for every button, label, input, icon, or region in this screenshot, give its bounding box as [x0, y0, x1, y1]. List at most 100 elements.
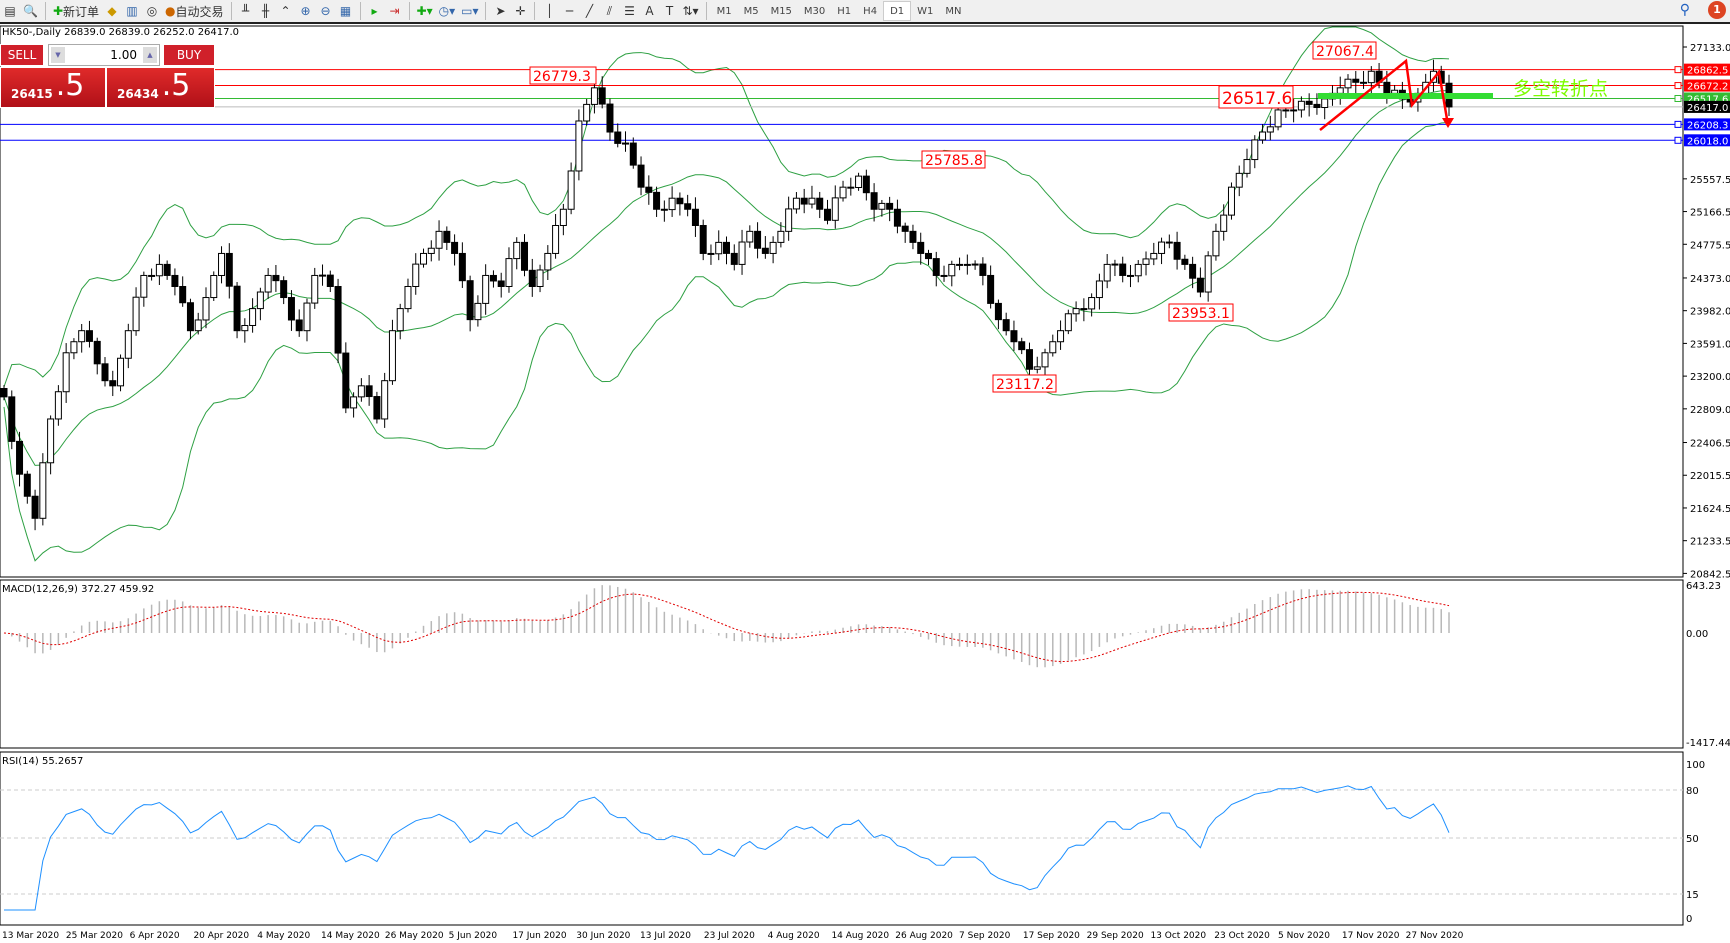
price-label: 25785.8	[925, 153, 983, 169]
candle-body	[1181, 258, 1189, 265]
notification-badge[interactable]: 1	[1708, 1, 1726, 19]
new-chart-icon[interactable]: ▤	[4, 4, 16, 18]
candle-body	[1383, 81, 1391, 94]
bar-chart-icon[interactable]: ╨	[241, 4, 250, 18]
candle-body	[155, 263, 163, 277]
price-axis-label: 22406.5	[1690, 439, 1730, 450]
signals-icon[interactable]: ◎	[146, 4, 158, 18]
text-label-icon[interactable]: T	[665, 4, 674, 18]
price-axis-label: 22015.5	[1690, 471, 1730, 482]
candle-body	[1142, 258, 1150, 265]
new-order-button[interactable]: ✚ 新订单	[50, 1, 102, 21]
candle-body	[319, 274, 327, 277]
candle	[1212, 223, 1220, 261]
candle	[715, 230, 723, 261]
chart-shift-icon[interactable]: ▸	[371, 4, 378, 18]
candle	[1010, 320, 1018, 351]
sell-price-button[interactable]: 26415.5	[0, 67, 106, 108]
timeframe-m1[interactable]: M1	[716, 5, 732, 17]
auto-trading-button[interactable]: ● 自动交易	[162, 1, 227, 21]
profiles-icon[interactable]: 🔍	[23, 4, 38, 18]
timeframe-m15[interactable]: M15	[770, 5, 792, 17]
timeframe-m5[interactable]: M5	[743, 5, 759, 17]
candle	[233, 282, 241, 339]
lot-size-input[interactable]: ▼ 1.00 ▲	[48, 44, 160, 66]
candle	[1057, 320, 1065, 350]
line-chart-icon[interactable]: ⌃	[280, 4, 291, 18]
candle-body	[249, 308, 257, 326]
autoscroll-icon[interactable]: ⇥	[389, 4, 400, 18]
candle-body	[1251, 139, 1259, 161]
candle	[754, 222, 762, 259]
templates-icon[interactable]: ▭▾	[461, 4, 479, 18]
equidistant-channel-icon[interactable]: ⫽	[606, 3, 613, 18]
candle	[761, 236, 769, 259]
date-axis-label: 17 Sep 2020	[1023, 931, 1080, 941]
candle-body	[93, 340, 101, 365]
fibonacci-icon[interactable]: ☰	[624, 4, 635, 18]
divider	[44, 2, 46, 20]
buy-price-button[interactable]: 26434.5	[106, 67, 215, 108]
candle	[62, 343, 70, 403]
candle-body	[1072, 308, 1080, 315]
timeframe-h1[interactable]: H1	[837, 5, 852, 17]
candle	[730, 244, 738, 271]
date-axis-label: 13 Mar 2020	[2, 931, 59, 941]
price-label: 23117.2	[996, 377, 1054, 393]
candle-body	[886, 202, 894, 210]
sell-button[interactable]: SELL	[0, 44, 44, 66]
timeframe-h4[interactable]: H4	[863, 5, 878, 17]
timeframe-w1[interactable]: W1	[917, 5, 934, 17]
lot-increase-icon[interactable]: ▲	[143, 47, 157, 63]
arrows-icon[interactable]: ⇅▾	[682, 4, 699, 18]
candle-body	[870, 192, 878, 210]
candle-body	[668, 197, 676, 211]
candle-body	[264, 274, 272, 293]
candle-body	[132, 296, 140, 332]
text-icon[interactable]: A	[645, 4, 654, 18]
zoom-in-icon[interactable]: ⊕	[300, 4, 311, 18]
candle-body	[754, 230, 762, 249]
buy-button[interactable]: BUY	[163, 44, 215, 66]
candle-body	[994, 302, 1002, 321]
candle-body	[1243, 159, 1251, 174]
candle-body	[272, 274, 280, 282]
candle	[303, 298, 311, 342]
horizontal-line-icon[interactable]: ─	[565, 4, 574, 18]
candle-body	[536, 269, 544, 287]
candle	[466, 275, 474, 332]
trendline-icon[interactable]: ╱	[585, 4, 594, 18]
candle	[622, 131, 630, 152]
candle-body	[1274, 109, 1282, 128]
candle	[85, 320, 93, 348]
candle	[559, 203, 567, 236]
candle-body	[792, 197, 800, 210]
timeframe-mn[interactable]: MN	[945, 5, 962, 17]
lot-decrease-icon[interactable]: ▼	[51, 47, 65, 63]
chart-area[interactable]: 27133.0 25557.5 25166.5 24775.5 24373.0 23982…	[0, 24, 1730, 943]
candle	[342, 342, 350, 414]
one-click-trading-panel: SELL ▼ 1.00 ▲ BUY 26415.5 26434.5	[0, 44, 215, 108]
candle	[474, 295, 482, 327]
timeframe-d1[interactable]: D1	[883, 1, 912, 21]
search-icon[interactable]: ⚲	[1679, 2, 1690, 18]
candle-body	[1290, 109, 1298, 112]
cursor-icon[interactable]: ➤	[495, 4, 506, 18]
tile-windows-icon[interactable]: ▦	[339, 4, 352, 18]
candle	[1204, 251, 1212, 302]
vertical-line-icon[interactable]: │	[545, 4, 554, 18]
candlestick-icon[interactable]: ╫	[261, 4, 270, 18]
crosshair-icon[interactable]: ✛	[515, 4, 526, 18]
price-axis-label: 24775.5	[1690, 240, 1730, 251]
indicators-icon[interactable]: ✚▾	[416, 4, 433, 18]
metaeditor-icon[interactable]: ◆	[107, 4, 117, 18]
candle	[404, 278, 412, 313]
timeframe-m30[interactable]: M30	[803, 5, 826, 17]
candle	[800, 188, 808, 214]
candle-body	[676, 197, 684, 205]
zoom-out-icon[interactable]: ⊖	[320, 4, 331, 18]
terminal-icon[interactable]: ▥	[126, 4, 138, 18]
candle	[1072, 301, 1080, 322]
candle-body	[412, 263, 420, 287]
periods-icon[interactable]: ◷▾	[438, 4, 456, 18]
